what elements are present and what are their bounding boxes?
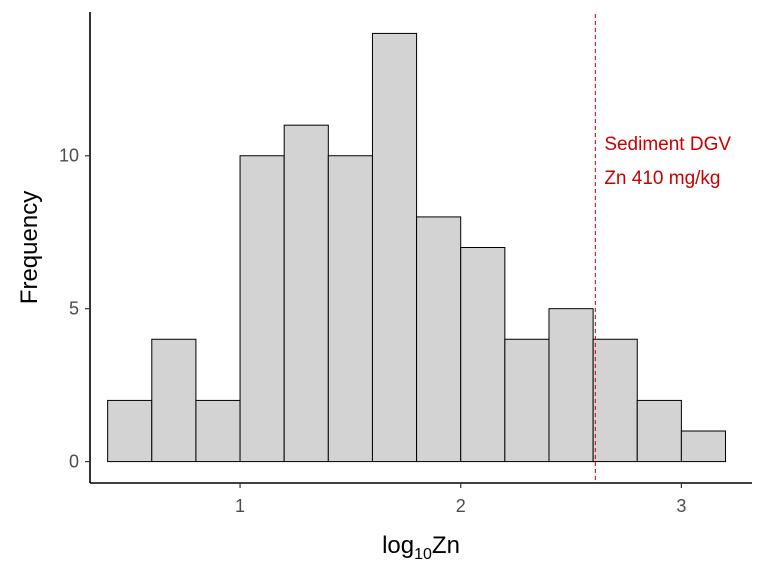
histogram-bar <box>371 32 418 463</box>
y-tick-label: 0 <box>69 452 79 472</box>
histogram-bar <box>504 338 550 463</box>
bars-group <box>107 32 727 463</box>
reference-line-label: Sediment DGV <box>604 134 731 155</box>
axes-group <box>89 12 752 484</box>
reference-line-label: Zn 410 mg/kg <box>604 168 720 189</box>
histogram-bar <box>460 247 506 463</box>
histogram-bar <box>416 216 462 463</box>
histogram-bar <box>636 399 682 463</box>
x-axis-title-rest: Zn <box>432 532 460 559</box>
histogram-bar <box>548 308 594 463</box>
histogram-bar <box>195 399 241 463</box>
x-tick-label: 3 <box>676 496 686 516</box>
histogram-bar <box>327 155 373 463</box>
histogram-bar <box>680 430 727 463</box>
x-axis-title-base: log <box>382 532 414 559</box>
y-tick-label: 10 <box>59 146 79 166</box>
histogram-bar <box>592 338 638 463</box>
y-axis-title: Frequency <box>16 191 43 304</box>
histogram-bar <box>283 124 329 463</box>
histogram-bar <box>151 338 197 463</box>
x-tick-label: 2 <box>456 496 466 516</box>
x-ticks-group: 1 2 3 <box>235 483 686 516</box>
y-ticks-group: 0 5 10 <box>59 146 90 472</box>
histogram-bar <box>239 155 285 463</box>
x-tick-label: 1 <box>235 496 245 516</box>
histogram-bar <box>107 399 153 463</box>
x-axis-title: log10Zn <box>382 532 460 563</box>
y-tick-label: 5 <box>69 299 79 319</box>
x-axis-title-subscript: 10 <box>414 546 432 563</box>
reference-line-group: Sediment DGV Zn 410 mg/kg <box>594 14 731 483</box>
